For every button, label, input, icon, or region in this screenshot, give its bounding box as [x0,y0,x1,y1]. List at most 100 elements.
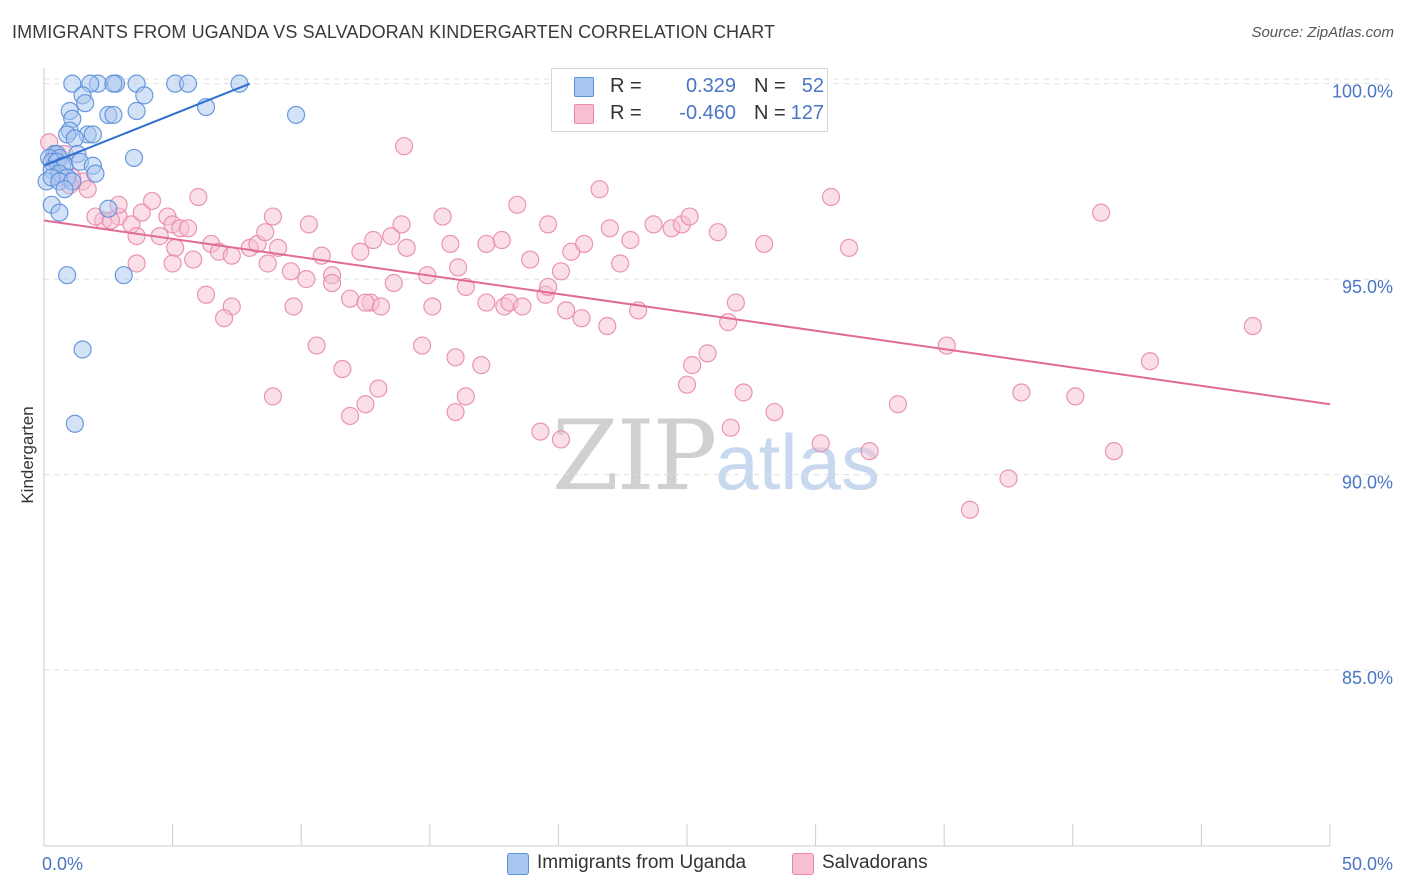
data-point [477,293,496,312]
data-point [114,266,133,285]
data-point [369,379,388,398]
data-point [456,387,475,406]
data-point [178,219,198,238]
data-point [284,297,303,316]
data-point [351,242,370,261]
data-point [1243,316,1262,336]
data-point [412,336,432,355]
data-point [256,223,275,242]
data-point [58,266,77,285]
uganda-points [37,74,306,433]
data-point [127,101,146,121]
data-point [456,277,475,297]
y-axis-title: Kindergarten [18,406,37,503]
data-point [1091,203,1111,222]
data-point [307,336,326,355]
data-point [132,203,151,222]
x-tick-label: 50.0% [1342,854,1393,874]
data-point [621,230,640,250]
data-point [719,313,738,332]
data-point [433,207,452,226]
data-point [297,270,316,289]
data-point [472,356,491,375]
data-point [611,254,630,273]
legend-n-label: N = [754,75,786,97]
data-point [65,414,84,433]
y-tick-label: 90.0% [1342,473,1393,493]
data-point [644,215,663,234]
data-point [83,125,102,144]
data-point [1012,383,1031,402]
data-point [76,94,95,113]
data-point [726,293,745,312]
data-point [446,402,465,422]
data-point [382,227,401,246]
data-point [860,442,879,461]
data-point [322,273,342,293]
data-point [839,238,859,257]
data-point [937,336,956,355]
bottom-legend-swatch-salvadoran [792,853,814,875]
data-point [166,238,185,257]
data-point [575,234,594,254]
data-point [423,297,442,316]
data-point [821,187,841,207]
legend-r-value: 0.329 [685,75,736,97]
data-point [371,297,391,316]
data-point [104,74,123,93]
data-point [281,262,301,281]
axis-layer [43,68,1331,847]
salvadoran-trend-line [43,219,1331,406]
data-point [222,246,241,265]
data-point [677,375,697,394]
data-point [397,238,416,257]
data-point [127,227,146,246]
bottom-legend-label-salvadoran: Salvadorans [822,852,928,873]
data-point [263,207,283,226]
y-tick-label: 85.0% [1342,668,1393,688]
data-point [104,105,123,125]
data-point [163,254,182,273]
data-point [698,344,717,363]
data-point [333,359,352,379]
data-point [124,148,144,168]
data-point [708,223,727,242]
y-tick-label: 95.0% [1342,277,1393,297]
data-point [734,383,753,402]
data-point [598,316,617,336]
data-point [196,285,216,304]
legend-swatch-uganda [574,77,594,97]
data-point [1104,442,1124,461]
data-point [508,195,527,214]
data-point [551,262,571,281]
salvadoran-points [40,74,1262,519]
data-point [680,207,699,226]
data-point [888,395,908,414]
data-point [65,129,84,148]
legend-n-label: N = [754,102,786,124]
data-point [721,418,740,437]
legend-swatch-salvadoran [574,104,594,124]
data-point [765,402,784,422]
data-point [960,500,980,519]
data-point [286,105,306,125]
data-point [340,289,360,308]
data-point [441,234,460,254]
data-point [448,258,468,277]
data-point [73,340,92,359]
x-tick-label: 0.0% [42,854,83,874]
data-point [340,406,360,426]
data-point [55,180,74,199]
data-point [477,234,496,254]
data-point [189,187,208,207]
data-point [127,254,146,273]
data-point [557,301,576,320]
data-point [755,234,774,254]
legend-r-label: R = [610,102,642,124]
legend-n-value: 52 [801,75,824,97]
legend-n-value: 127 [790,102,824,124]
data-point [356,293,375,312]
chart-title: IMMIGRANTS FROM UGANDA VS SALVADORAN KIN… [12,22,776,42]
data-point [394,137,414,156]
